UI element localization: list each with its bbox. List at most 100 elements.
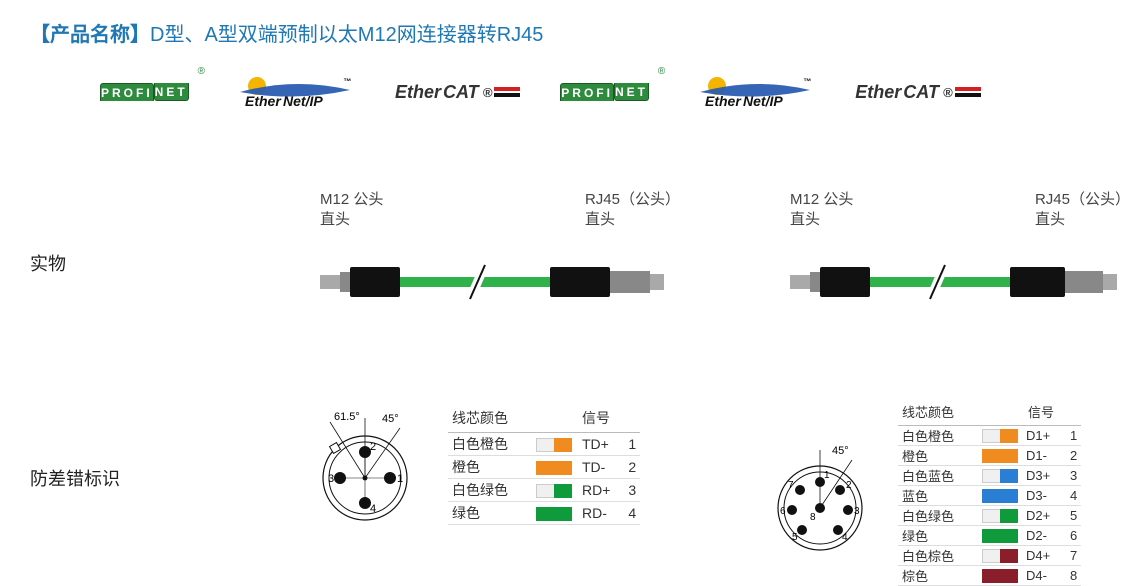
wire-color-name: 白色橙色 xyxy=(448,432,516,455)
pin-number: 8 xyxy=(1066,566,1081,586)
pin-number: 3 xyxy=(622,478,640,501)
pinout-a-type: 45° 8 1 2 7 3 6 4 5 线芯颜色 信号 白色橙色 D1+ 1橙色… xyxy=(760,400,1081,586)
ethernet-ip-logo: Ether Net/IP ™ xyxy=(235,72,355,112)
wire-color-name: 绿色 xyxy=(898,526,962,546)
svg-text:2: 2 xyxy=(370,441,376,453)
svg-text:8: 8 xyxy=(810,512,816,523)
signal-name: D3+ xyxy=(1022,466,1066,486)
signal-name: D1+ xyxy=(1022,426,1066,446)
col-signal: 信号 xyxy=(576,406,622,433)
wire-color-swatch xyxy=(516,432,576,455)
pin-row: 绿色 D2- 6 xyxy=(898,526,1081,546)
profinet-logo: PROFINET® xyxy=(560,72,655,112)
pinout-d-type: 61.5° 45° 2 1 3 4 线芯颜色 信号 白色橙色 TD+ 1橙色 T… xyxy=(300,400,640,530)
cable-figure-a-type: M12 公头直头 RJ45（公头）直头 xyxy=(790,190,1130,322)
svg-text:™: ™ xyxy=(803,77,811,86)
svg-text:Ether: Ether xyxy=(705,93,742,109)
svg-text:2: 2 xyxy=(846,480,852,491)
wire-color-swatch xyxy=(962,546,1022,566)
svg-text:61.5°: 61.5° xyxy=(334,411,360,423)
svg-text:3: 3 xyxy=(854,506,860,517)
svg-text:4: 4 xyxy=(842,532,848,543)
pin-row: 白色绿色 RD+ 3 xyxy=(448,478,640,501)
title-label: 产品名称 xyxy=(50,24,130,46)
signal-name: D4+ xyxy=(1022,546,1066,566)
signal-name: D2+ xyxy=(1022,506,1066,526)
signal-name: RD+ xyxy=(576,478,622,501)
cable-right-label: RJ45（公头）直头 xyxy=(585,190,680,231)
signal-name: TD- xyxy=(576,455,622,478)
pin-number: 2 xyxy=(1066,446,1081,466)
svg-text:3: 3 xyxy=(328,473,334,485)
page-title: 【产品名称】D型、A型双端预制以太M12网连接器转RJ45 xyxy=(30,18,543,47)
wire-color-swatch xyxy=(962,466,1022,486)
cable-drawing xyxy=(320,247,680,317)
wire-color-name: 白色蓝色 xyxy=(898,466,962,486)
pin-diagram-8pin: 45° 8 1 2 7 3 6 4 5 xyxy=(760,428,880,558)
svg-text:Net/IP: Net/IP xyxy=(743,93,783,109)
pin-table-4pin: 线芯颜色 信号 白色橙色 TD+ 1橙色 TD- 2白色绿色 RD+ 3绿色 R… xyxy=(448,406,640,525)
pin-row: 白色橙色 TD+ 1 xyxy=(448,432,640,455)
col-color: 线芯颜色 xyxy=(898,400,962,426)
signal-name: D4- xyxy=(1022,566,1066,586)
pin-number: 6 xyxy=(1066,526,1081,546)
pin-row: 绿色 RD- 4 xyxy=(448,501,640,524)
pin-diagram-4pin: 61.5° 45° 2 1 3 4 xyxy=(300,400,430,530)
svg-text:45°: 45° xyxy=(832,445,849,457)
pin-row: 白色橙色 D1+ 1 xyxy=(898,426,1081,446)
ethernet-ip-logo: Ether Net/IP ™ xyxy=(695,72,815,112)
svg-text:1: 1 xyxy=(824,470,830,481)
wire-color-name: 橙色 xyxy=(448,455,516,478)
pin-row: 白色绿色 D2+ 5 xyxy=(898,506,1081,526)
wire-color-swatch xyxy=(962,566,1022,586)
cable-labels: M12 公头直头 RJ45（公头）直头 xyxy=(320,190,680,231)
svg-text:Net/IP: Net/IP xyxy=(283,93,323,109)
svg-text:Ether: Ether xyxy=(245,93,282,109)
cable-left-label: M12 公头直头 xyxy=(320,190,383,231)
section-label-pinout: 防差错标识 xyxy=(30,465,120,491)
svg-text:6: 6 xyxy=(780,506,786,517)
profinet-logo: PROFINET® xyxy=(100,72,195,112)
signal-name: RD- xyxy=(576,501,622,524)
pin-table-8pin: 线芯颜色 信号 白色橙色 D1+ 1橙色 D1- 2白色蓝色 D3+ 3蓝色 D… xyxy=(898,400,1081,586)
pin-row: 蓝色 D3- 4 xyxy=(898,486,1081,506)
pin-row: 橙色 TD- 2 xyxy=(448,455,640,478)
svg-text:™: ™ xyxy=(343,77,351,86)
pin-number: 4 xyxy=(622,501,640,524)
pin-number: 1 xyxy=(622,432,640,455)
title-bracket-open: 【 xyxy=(30,24,50,46)
signal-name: D2- xyxy=(1022,526,1066,546)
pin-number: 5 xyxy=(1066,506,1081,526)
wire-color-name: 白色棕色 xyxy=(898,546,962,566)
wire-color-name: 绿色 xyxy=(448,501,516,524)
pin-number: 7 xyxy=(1066,546,1081,566)
ethercat-logo: EtherCAT® xyxy=(395,72,520,112)
protocol-logos-row: PROFINET® Ether Net/IP ™ EtherCAT® PROFIN… xyxy=(100,72,1104,112)
wire-color-name: 棕色 xyxy=(898,566,962,586)
wire-color-name: 白色绿色 xyxy=(898,506,962,526)
col-color: 线芯颜色 xyxy=(448,406,516,433)
title-bracket-close: 】 xyxy=(130,24,150,46)
title-text: D型、A型双端预制以太M12网连接器转RJ45 xyxy=(150,24,543,46)
pin-row: 白色蓝色 D3+ 3 xyxy=(898,466,1081,486)
wire-color-name: 蓝色 xyxy=(898,486,962,506)
wire-color-name: 橙色 xyxy=(898,446,962,466)
wire-color-name: 白色绿色 xyxy=(448,478,516,501)
svg-text:4: 4 xyxy=(370,503,376,515)
pin-number: 1 xyxy=(1066,426,1081,446)
pin-number: 2 xyxy=(622,455,640,478)
pin-number: 3 xyxy=(1066,466,1081,486)
wire-color-swatch xyxy=(962,486,1022,506)
cable-labels: M12 公头直头 RJ45（公头）直头 xyxy=(790,190,1130,231)
wire-color-swatch xyxy=(962,506,1022,526)
wire-color-swatch xyxy=(962,526,1022,546)
wire-color-name: 白色橙色 xyxy=(898,426,962,446)
cable-left-label: M12 公头直头 xyxy=(790,190,853,231)
ethercat-logo: EtherCAT® xyxy=(855,72,980,112)
wire-color-swatch xyxy=(516,478,576,501)
cable-right-label: RJ45（公头）直头 xyxy=(1035,190,1130,231)
svg-text:5: 5 xyxy=(792,532,798,543)
pin-row: 白色棕色 D4+ 7 xyxy=(898,546,1081,566)
wire-color-swatch xyxy=(962,446,1022,466)
wire-color-swatch xyxy=(516,455,576,478)
